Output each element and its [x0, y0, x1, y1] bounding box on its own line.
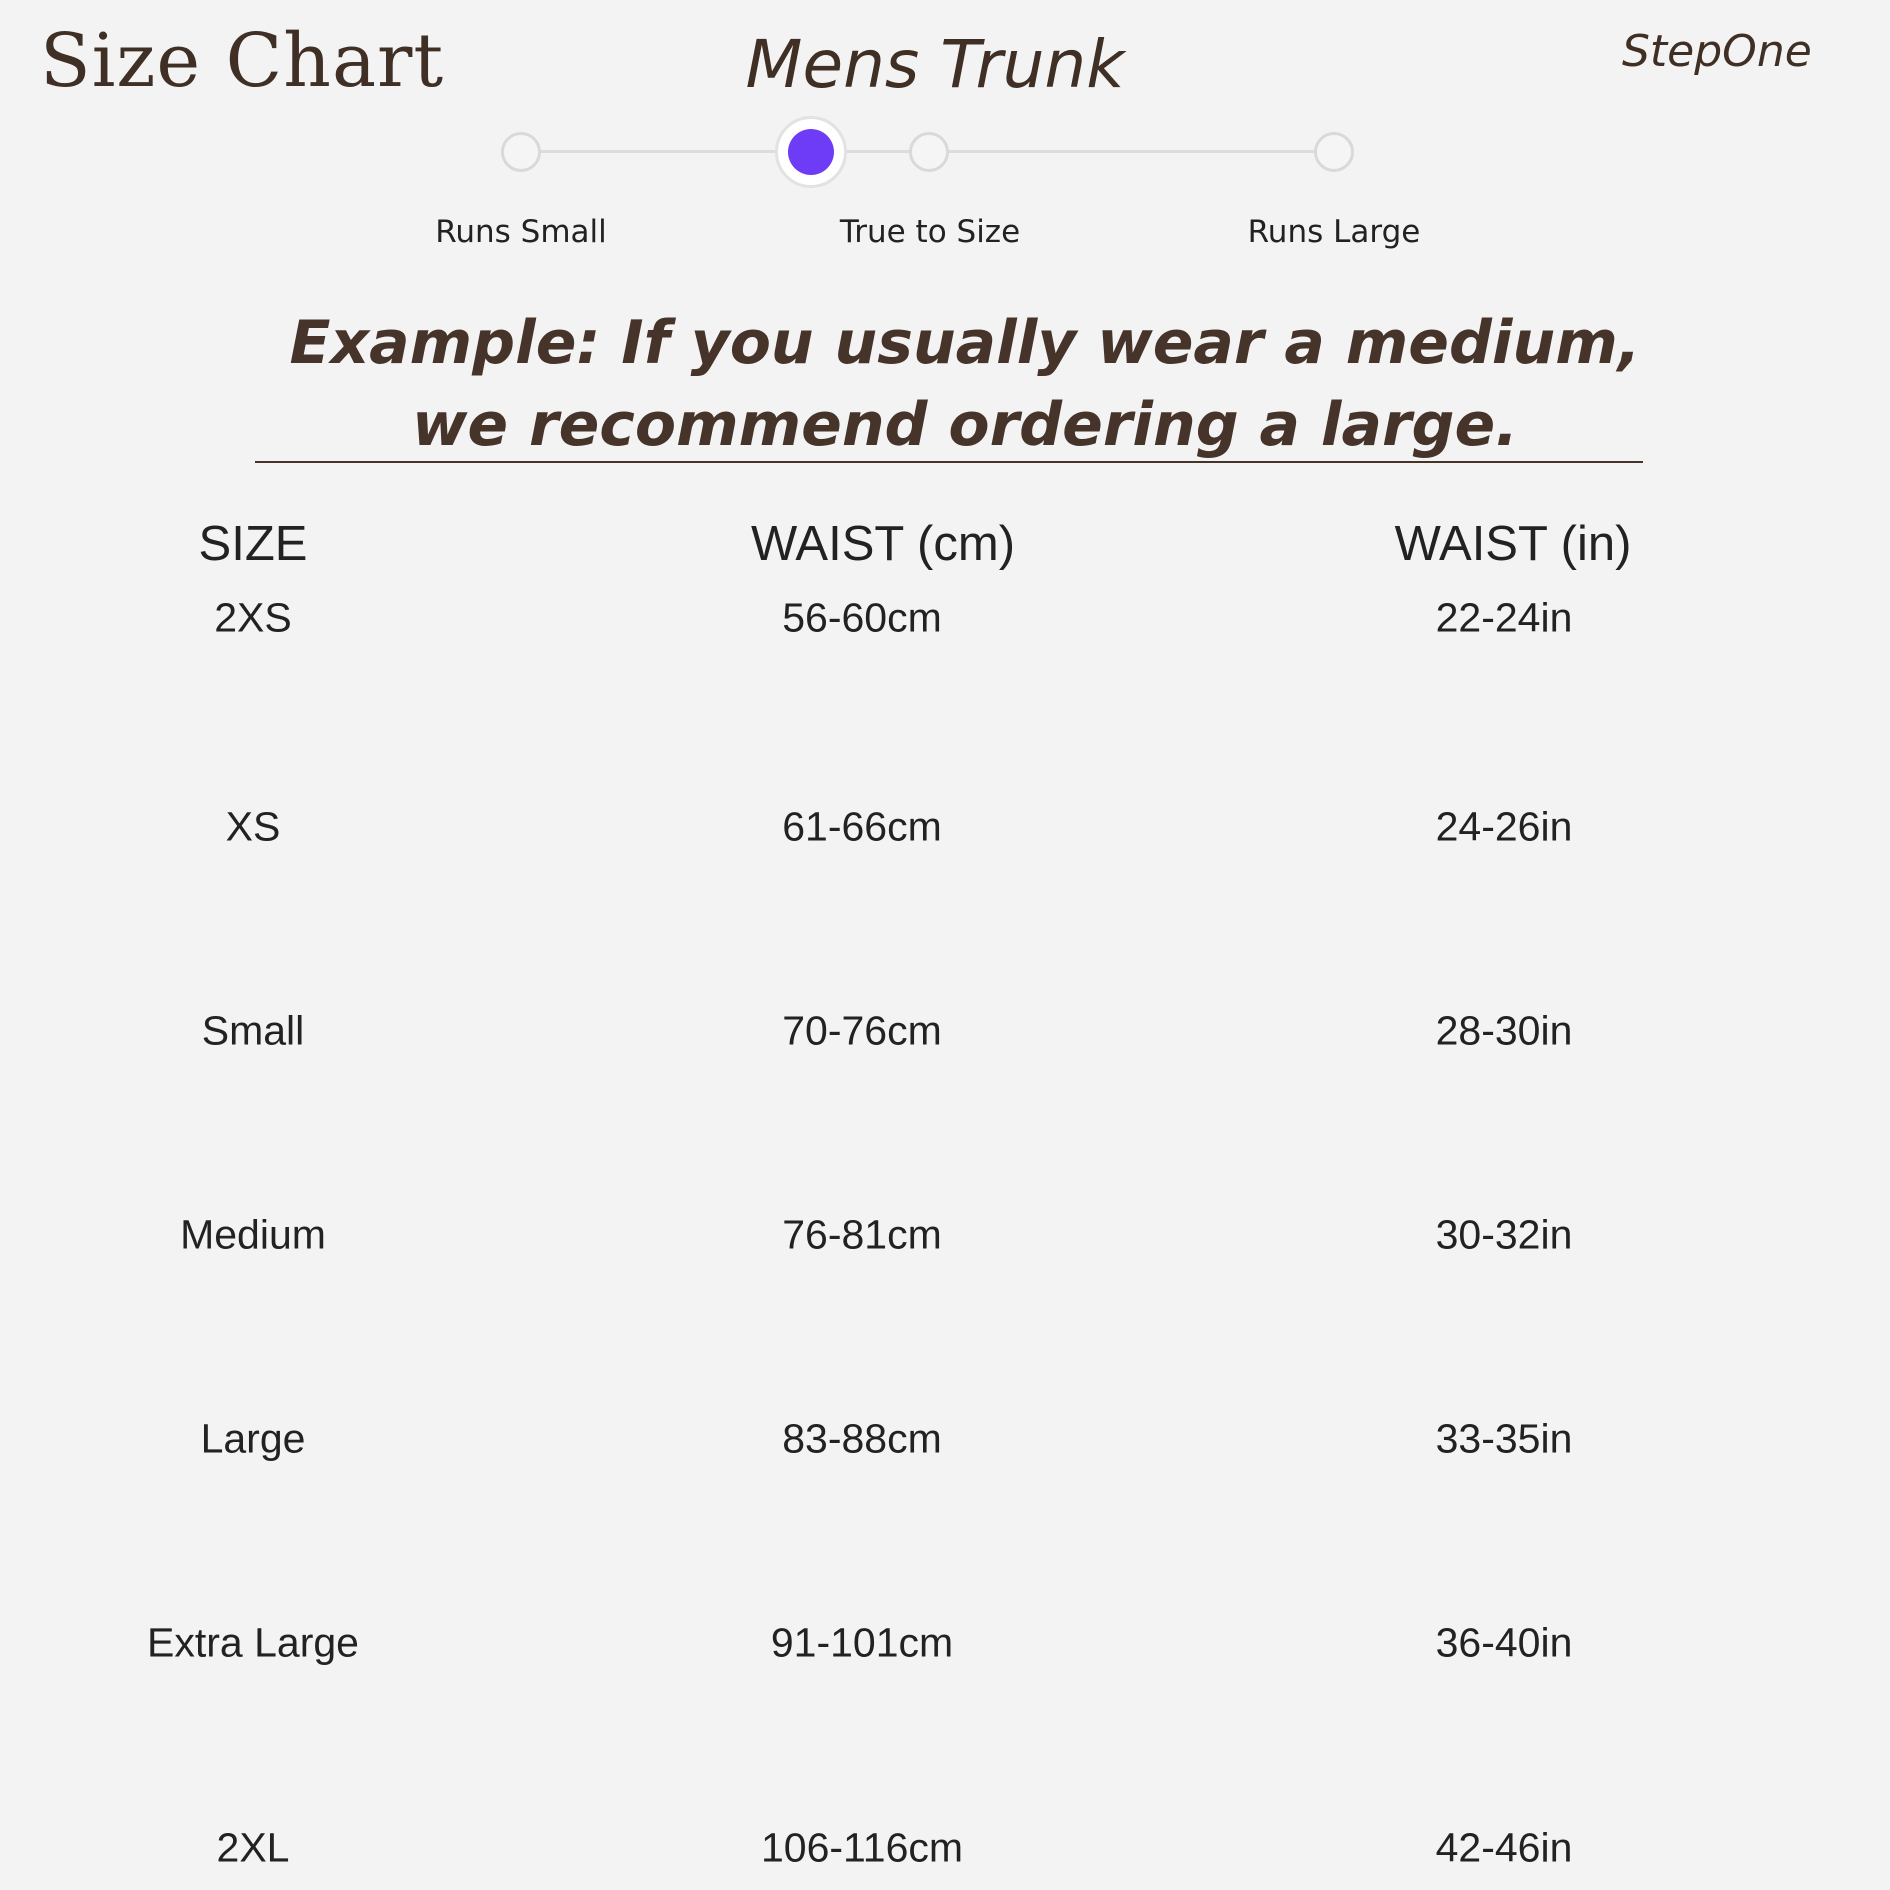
cell-waist-in: 33-35in: [1435, 1415, 1573, 1462]
cell-waist-in: 28-30in: [1435, 1007, 1573, 1054]
cell-waist-in: 24-26in: [1435, 803, 1573, 850]
cell-waist-in: 36-40in: [1435, 1619, 1573, 1666]
fit-point-true-to-size[interactable]: [909, 132, 949, 172]
cell-waist-cm: 83-88cm: [782, 1415, 942, 1462]
cell-waist-in: 30-32in: [1435, 1211, 1573, 1258]
page-title: Size Chart: [40, 18, 445, 104]
cell-size: Medium: [180, 1211, 326, 1258]
cell-size: XS: [225, 803, 281, 850]
cell-waist-cm: 70-76cm: [782, 1007, 942, 1054]
fit-point-runs-small[interactable]: [501, 132, 541, 172]
cell-size: Small: [201, 1007, 305, 1054]
recommendation-text: Example: If you usually wear a medium, w…: [289, 308, 1641, 460]
column-header-size: SIZE: [198, 517, 308, 571]
divider: [255, 461, 1643, 463]
product-name: Mens Trunk: [745, 26, 1125, 103]
cell-waist-in: 22-24in: [1435, 594, 1573, 641]
cell-waist-cm: 76-81cm: [782, 1211, 942, 1258]
cell-waist-cm: 61-66cm: [782, 803, 942, 850]
column-header-waist-cm: WAIST (cm): [750, 517, 1016, 571]
cell-size: 2XL: [216, 1824, 290, 1871]
cell-waist-cm: 106-116cm: [760, 1824, 964, 1871]
fit-label-true-to-size: True to Size: [839, 214, 1021, 250]
cell-size: Extra Large: [147, 1619, 359, 1666]
cell-waist-in: 42-46in: [1435, 1824, 1573, 1871]
fit-label-runs-large: Runs Large: [1247, 214, 1421, 250]
selected-dot-icon: [788, 129, 834, 175]
cell-waist-cm: 56-60cm: [782, 594, 942, 641]
fit-point-runs-large[interactable]: [1314, 132, 1354, 172]
fit-point-selected[interactable]: [775, 116, 847, 188]
column-header-waist-in: WAIST (in): [1394, 517, 1632, 571]
cell-size: 2XS: [214, 594, 292, 641]
brand-logo: StepOne: [1622, 26, 1812, 77]
cell-waist-cm: 91-101cm: [770, 1619, 954, 1666]
fit-label-runs-small: Runs Small: [435, 214, 607, 250]
cell-size: Large: [200, 1415, 306, 1462]
